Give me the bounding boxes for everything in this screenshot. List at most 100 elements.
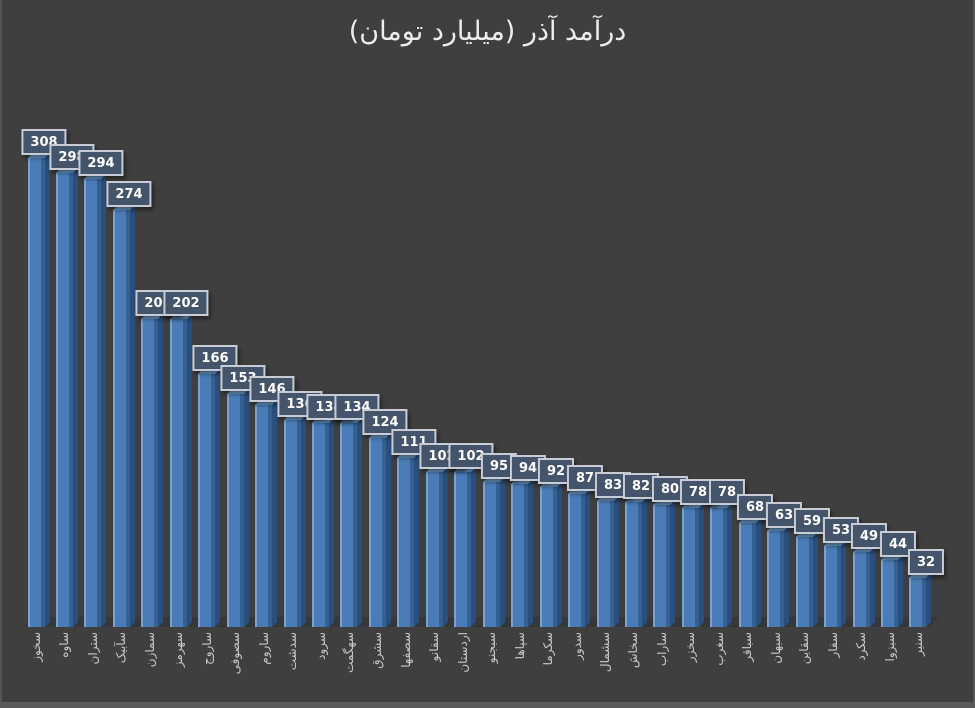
bar-side-face (357, 418, 362, 627)
bar (255, 405, 272, 627)
bar (710, 508, 727, 627)
bar (511, 484, 528, 627)
bar-side-face (272, 400, 277, 627)
x-axis-label: سفانو (427, 632, 441, 662)
value-label: 202 (163, 290, 209, 316)
value-label: 32 (907, 549, 945, 575)
x-axis-label: سکرما (541, 632, 555, 666)
bar-side-face (670, 500, 675, 627)
chart-bottom-edge (0, 702, 975, 708)
x-axis-label: ساروم (257, 632, 271, 665)
x-axis-label: سبهان (769, 632, 783, 664)
bar-side-face (926, 573, 931, 627)
x-axis-label: سشمال (598, 632, 612, 673)
bar (113, 210, 130, 627)
value-label: 294 (78, 150, 124, 176)
bar (909, 578, 926, 627)
x-axis-label: ساراب (655, 632, 669, 667)
chart-left-edge (0, 0, 2, 708)
chart-right-edge (973, 0, 975, 708)
bar (483, 482, 500, 627)
x-axis-label: سخوز (29, 632, 43, 662)
value-label: 146 (249, 376, 295, 402)
x-axis-label: ستران (86, 632, 100, 665)
x-axis-label: سآبیک (114, 632, 128, 664)
bar-side-face (301, 415, 306, 627)
value-label: 87 (566, 465, 604, 491)
bar-side-face (870, 547, 875, 627)
bar (312, 423, 329, 627)
x-axis-label: سنیر (911, 632, 925, 656)
bar (170, 319, 187, 627)
bar-side-face (244, 389, 249, 627)
bar (796, 537, 813, 627)
x-axis-label: سشرق (370, 632, 384, 669)
x-axis-label: سهگمت (342, 632, 356, 673)
value-label: 124 (362, 409, 408, 435)
value-label: 274 (106, 181, 152, 207)
bar (284, 420, 301, 627)
bar-side-face (471, 467, 476, 627)
x-axis-label: سهرمز (171, 632, 185, 668)
bar (369, 438, 386, 627)
x-axis-label: سفار (826, 632, 840, 658)
bar-side-face (841, 541, 846, 627)
bar (824, 546, 841, 627)
x-axis-label: سبجنو (484, 632, 498, 664)
x-axis-label: سپاها (513, 632, 527, 660)
bar (767, 531, 784, 627)
bar (881, 560, 898, 627)
bar-side-face (101, 174, 106, 627)
bar-side-face (898, 555, 903, 627)
bar (540, 487, 557, 627)
x-axis-label: سدشت (285, 632, 299, 671)
bar-side-face (215, 369, 220, 627)
x-axis-label: سرود (314, 632, 328, 660)
chart-title: درآمد آذر (میلیارد تومان) (348, 16, 627, 47)
bar-side-face (500, 477, 505, 627)
bar-side-face (727, 503, 732, 627)
bar-side-face (414, 453, 419, 627)
bar-side-face (329, 418, 334, 627)
bar-side-face (813, 532, 818, 627)
bar-side-face (699, 503, 704, 627)
bar-side-face (187, 314, 192, 627)
bar (28, 158, 45, 627)
bar (454, 472, 471, 627)
bar (597, 501, 614, 627)
bar (426, 472, 443, 627)
x-axis-label: سصوفی (228, 632, 242, 675)
x-axis-label: سقاین (797, 632, 811, 665)
bar-side-face (443, 467, 448, 627)
bar-side-face (130, 205, 135, 627)
bar (397, 458, 414, 627)
bar (56, 173, 73, 627)
x-axis-label: سکرد (854, 632, 868, 661)
value-label: 49 (850, 523, 888, 549)
bar (198, 374, 215, 627)
bar (853, 552, 870, 627)
x-axis-label: سصفها (399, 632, 413, 668)
bar-side-face (756, 518, 761, 627)
bar-side-face (642, 497, 647, 627)
x-axis-label: اردستان (456, 632, 470, 673)
bar-side-face (614, 496, 619, 627)
x-axis-label: سغرب (712, 632, 726, 666)
bar (739, 523, 756, 627)
bar-side-face (585, 489, 590, 627)
bar (227, 394, 244, 627)
bar (141, 319, 158, 627)
bar-side-face (528, 479, 533, 627)
bar-side-face (158, 314, 163, 627)
x-axis-label: سباقر (740, 632, 754, 662)
x-axis-label: سبزوا (883, 632, 897, 662)
bar (84, 179, 101, 627)
bar-side-face (45, 153, 50, 627)
x-axis-label: ساروج (200, 632, 214, 666)
x-axis-label: سمازن (143, 632, 157, 668)
bar (568, 494, 585, 627)
value-label: 78 (708, 479, 746, 505)
x-axis-label: ساوه (57, 632, 71, 658)
bar (340, 423, 357, 627)
x-axis-label: سدور (570, 632, 584, 660)
